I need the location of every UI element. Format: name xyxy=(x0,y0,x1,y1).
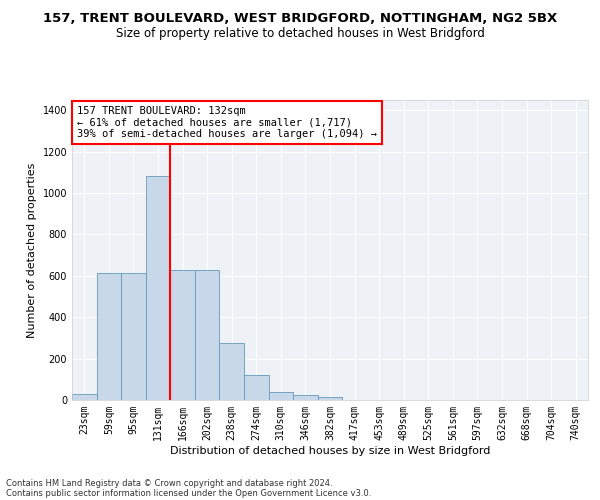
Text: Contains HM Land Registry data © Crown copyright and database right 2024.: Contains HM Land Registry data © Crown c… xyxy=(6,478,332,488)
Bar xyxy=(97,273,121,400)
Text: Size of property relative to detached houses in West Bridgford: Size of property relative to detached ho… xyxy=(116,28,484,40)
X-axis label: Distribution of detached houses by size in West Bridgford: Distribution of detached houses by size … xyxy=(170,446,490,456)
Text: 157, TRENT BOULEVARD, WEST BRIDGFORD, NOTTINGHAM, NG2 5BX: 157, TRENT BOULEVARD, WEST BRIDGFORD, NO… xyxy=(43,12,557,26)
Bar xyxy=(170,270,195,400)
Bar xyxy=(195,270,220,400)
Bar xyxy=(244,375,269,400)
Text: Contains public sector information licensed under the Open Government Licence v3: Contains public sector information licen… xyxy=(6,488,371,498)
Bar xyxy=(121,273,146,400)
Text: 157 TRENT BOULEVARD: 132sqm
← 61% of detached houses are smaller (1,717)
39% of : 157 TRENT BOULEVARD: 132sqm ← 61% of det… xyxy=(77,106,377,139)
Bar xyxy=(72,394,97,400)
Bar xyxy=(220,343,244,400)
Bar xyxy=(318,398,342,400)
Bar xyxy=(146,176,170,400)
Bar xyxy=(269,392,293,400)
Bar xyxy=(293,396,318,400)
Y-axis label: Number of detached properties: Number of detached properties xyxy=(27,162,37,338)
